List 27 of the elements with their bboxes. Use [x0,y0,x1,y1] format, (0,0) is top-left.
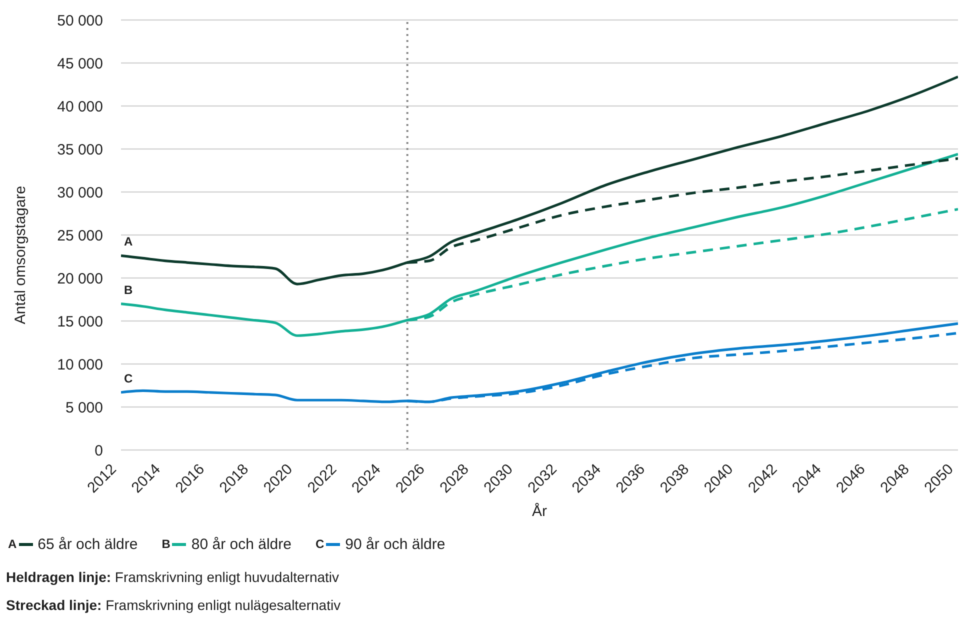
y-tick-label: 0 [94,442,103,460]
y-axis-title: Antal omsorgstagare [12,186,28,324]
line-series [121,152,958,337]
y-tick-label: 20 000 [57,270,103,288]
legend-label: 65 år och äldre [38,536,138,552]
y-tick-label: 10 000 [57,356,103,374]
y-tick-label: 50 000 [57,12,103,30]
y-tick-label: 5 000 [65,399,103,416]
text: B [162,537,170,551]
text: A [8,537,17,551]
annotation: B [124,282,133,297]
y-tick-label: 35 000 [57,141,103,158]
y-tick-label: 30 000 [57,184,103,202]
text: Streckad linje: Framskrivning enligt nulägesalternativ [6,597,341,613]
legend-label: 80 år och äldre [191,536,292,552]
line-series [121,75,958,286]
legend-label: 90 år och äldre [345,536,446,552]
x-axis-title: År [532,502,548,520]
annotation: C [124,371,133,386]
text: C [316,537,324,551]
y-tick-label: 45 000 [57,55,103,72]
annotation: A [124,234,133,249]
text: Heldragen linje: Framskrivning enligt huvudalternativ [6,569,340,585]
y-tick-label: 15 000 [57,313,103,330]
y-tick-label: 40 000 [57,98,103,116]
line-series [121,322,958,404]
y-tick-label: 25 000 [57,227,103,244]
